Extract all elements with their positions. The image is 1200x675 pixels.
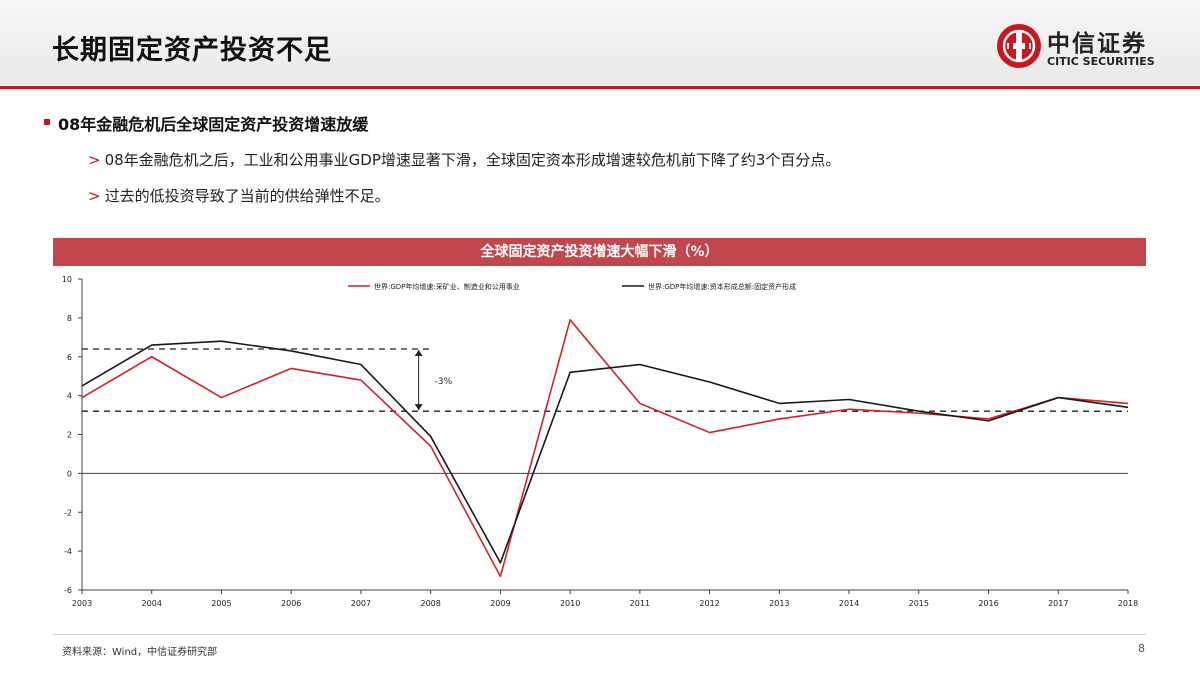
y-tick-label: -4	[64, 547, 72, 556]
series-line-1	[81, 319, 1129, 578]
y-tick-label: -6	[64, 586, 72, 595]
x-tick-label: 2003	[72, 599, 92, 608]
y-tick-label: 2	[67, 431, 72, 440]
chart-title: 全球固定资产投资增速大幅下滑（%）	[53, 238, 1146, 266]
sub-bullet-2-text: 过去的低投资导致了当前的供给弹性不足。	[104, 187, 390, 205]
sub-bullet-1: >08年金融危机之后，工业和公用事业GDP增速显著下滑，全球固定资本形成增速较危…	[88, 149, 840, 170]
series-line-2	[81, 340, 1129, 564]
legend-label-2: 世界:GDP年均增速:资本形成总额:固定资产形成	[648, 282, 796, 291]
chevron-right-icon: >	[88, 151, 101, 169]
x-tick-label: 2018	[1118, 599, 1138, 608]
logo-chinese-name: 中信证券	[1047, 31, 1147, 57]
x-tick-label: 2006	[281, 599, 301, 608]
x-tick-label: 2017	[1048, 599, 1068, 608]
annotation-label: -3%	[435, 377, 453, 387]
footer-source: 资料来源：Wind，中信证券研究部	[62, 647, 218, 658]
annotation-arrow-head-down	[414, 404, 423, 411]
citic-logo: 中信证券 CITIC SECURITIES	[995, 22, 1175, 74]
annotation-arrow-head-up	[414, 349, 423, 356]
x-tick-label: 2011	[630, 599, 650, 608]
page-title: 长期固定资产投资不足	[52, 35, 332, 66]
citic-seal-icon	[997, 24, 1041, 68]
legend-label-1: 世界:GDP年均增速:采矿业、制造业和公用事业	[374, 282, 520, 291]
x-tick-label: 2005	[211, 599, 231, 608]
line-chart: -6 -4 -2 0 2 4 6 8 10 2003 2004 2005 2006 2007 2008 200…	[62, 275, 1138, 608]
bullet-square-icon	[44, 119, 50, 125]
page-number: 8	[1138, 642, 1145, 655]
sub-bullet-1-text: 08年金融危机之后，工业和公用事业GDP增速显著下滑，全球固定资本形成增速较危机…	[104, 151, 841, 169]
y-tick-label: 8	[67, 314, 72, 323]
x-tick-label: 2016	[978, 599, 998, 608]
sub-bullet-2: > 过去的低投资导致了当前的供给弹性不足。	[88, 185, 390, 206]
x-tick-label: 2013	[769, 599, 789, 608]
main-bullet-text: 08年金融危机后全球固定资产投资增速放缓	[58, 115, 369, 134]
footer-divider	[53, 634, 1146, 635]
y-tick-label: 4	[67, 392, 72, 401]
header-divider	[0, 86, 1200, 89]
x-tick-label: 2015	[909, 599, 929, 608]
x-tick-label: 2012	[699, 599, 719, 608]
x-tick-label: 2004	[142, 599, 162, 608]
logo-english-name: CITIC SECURITIES	[1047, 55, 1155, 68]
y-tick-label: 6	[67, 353, 72, 362]
y-tick-label: 10	[62, 275, 72, 284]
x-tick-label: 2010	[560, 599, 580, 608]
chevron-right-icon: >	[88, 187, 101, 205]
y-tick-label: 0	[67, 469, 72, 478]
header-bar: 长期固定资产投资不足 中信证券 CITIC SECURITIES	[0, 0, 1200, 85]
y-tick-label: -2	[64, 508, 72, 517]
x-tick-label: 2009	[490, 599, 510, 608]
x-tick-label: 2007	[351, 599, 371, 608]
main-bullet: 08年金融危机后全球固定资产投资增速放缓	[44, 111, 369, 135]
x-tick-label: 2014	[839, 599, 859, 608]
x-tick-label: 2008	[420, 599, 440, 608]
